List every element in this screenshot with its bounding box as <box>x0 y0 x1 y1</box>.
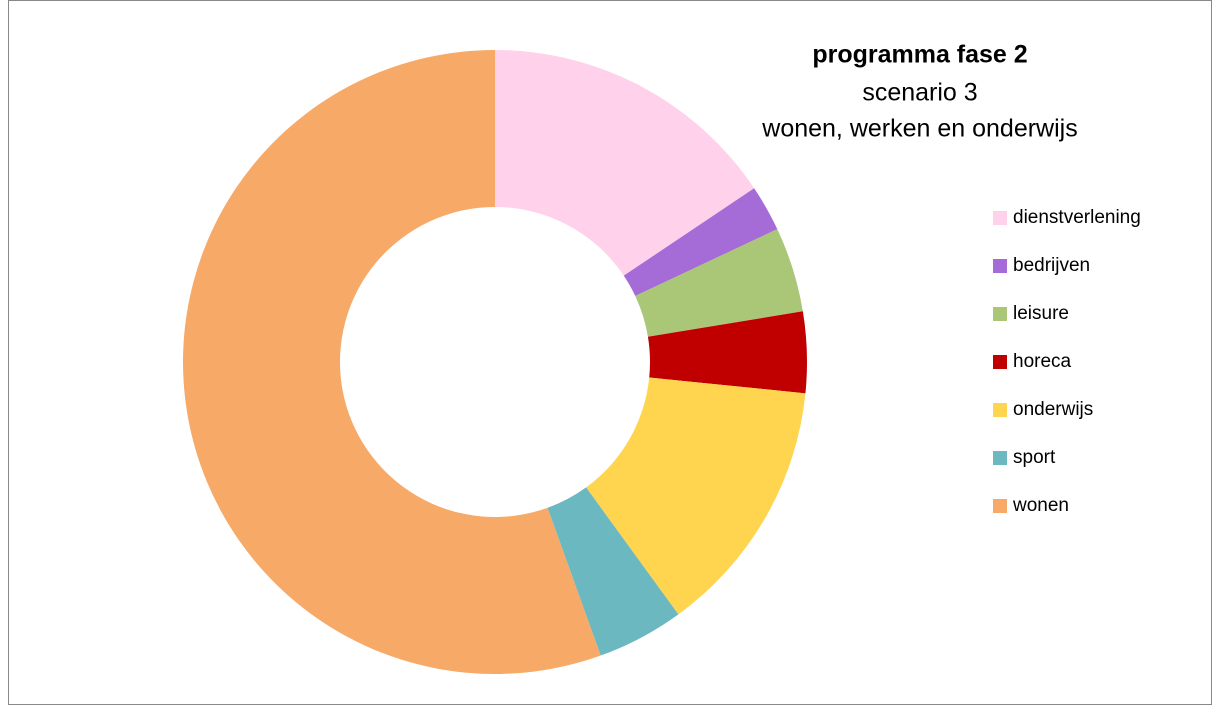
donut-slice <box>547 487 679 656</box>
donut-slice <box>647 311 807 394</box>
donut-slice <box>495 50 755 276</box>
donut-slice <box>623 188 778 297</box>
legend-swatch <box>993 259 1007 273</box>
legend-swatch <box>993 451 1007 465</box>
legend-swatch <box>993 211 1007 225</box>
legend-label: horeca <box>1013 351 1072 372</box>
legend-label: wonen <box>1012 495 1069 516</box>
legend-label: bedrijven <box>1013 255 1090 276</box>
donut-slice <box>586 377 806 615</box>
legend-swatch <box>993 307 1007 321</box>
legend-label: onderwijs <box>1013 399 1093 420</box>
legend-swatch <box>993 403 1007 417</box>
donut-slice <box>635 229 803 337</box>
donut-slice <box>182 50 601 674</box>
chart-subtitle: wonen, werken en onderwijs <box>761 115 1077 143</box>
legend-swatch <box>993 499 1007 513</box>
chart-subtitle: scenario 3 <box>862 79 977 107</box>
legend-swatch <box>993 355 1007 369</box>
legend-label: sport <box>1013 447 1056 468</box>
chart-title: programma fase 2 <box>812 41 1027 69</box>
legend-label: dienstverlening <box>1013 207 1141 228</box>
legend-label: leisure <box>1013 303 1069 324</box>
